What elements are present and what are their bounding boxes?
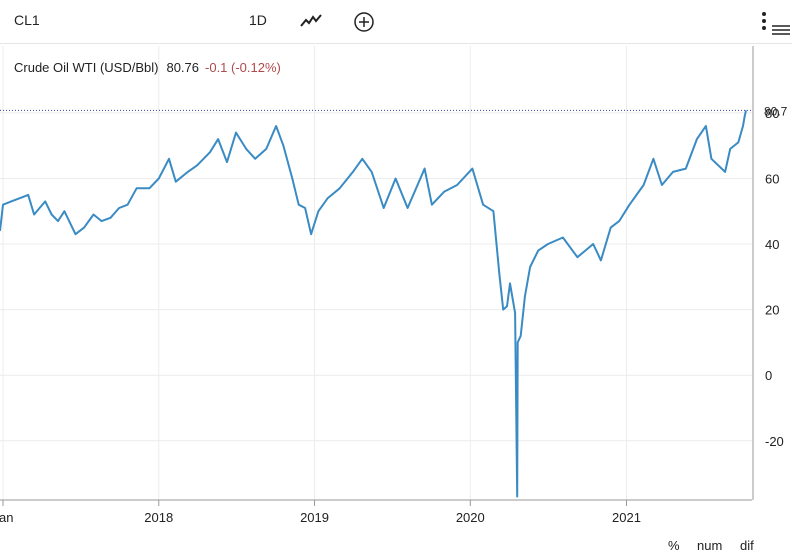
y-tick-label: 0: [765, 368, 772, 383]
y-tick-label: 80: [765, 106, 779, 121]
x-tick-label: 2018: [144, 510, 173, 525]
instrument-info: Crude Oil WTI (USD/Bbl) 80.76 -0.1 (-0.12%…: [14, 60, 281, 75]
last-price-line: 80.7: [0, 104, 788, 118]
grid: [0, 46, 752, 500]
price-line: [0, 110, 747, 498]
price-series: [0, 110, 747, 498]
menu-icon[interactable]: [760, 10, 790, 41]
dif-toggle[interactable]: dif: [740, 538, 754, 553]
chart-toolbar: CL1 1D: [0, 0, 792, 44]
last-price-label: 80.7: [764, 104, 788, 118]
x-tick-label: 2021: [612, 510, 641, 525]
interval-button[interactable]: 1D: [249, 12, 267, 28]
last-price: 80.76: [166, 60, 200, 75]
x-tick-label: Jan: [0, 510, 13, 525]
plus-circle-icon[interactable]: [353, 11, 375, 38]
instrument-name: Crude Oil WTI (USD/Bbl): [14, 60, 159, 75]
y-tick-label: 20: [765, 303, 779, 318]
num-toggle[interactable]: num: [697, 538, 723, 553]
line-chart-icon[interactable]: [300, 13, 322, 34]
symbol-label[interactable]: CL1: [14, 12, 40, 28]
axes: -20 0 20 40 60 80 Jan 2018 2019 2020 2021: [0, 46, 784, 525]
y-tick-label: 60: [765, 171, 779, 186]
x-tick-label: 2019: [300, 510, 329, 525]
price-chart[interactable]: 80.7 -20 0 20 40 60 80 Jan 2018 2019 2020 2021: [0, 0, 792, 534]
y-tick-label: 40: [765, 237, 779, 252]
price-change: -0.1 (-0.12%): [205, 60, 281, 75]
y-tick-label: -20: [765, 434, 784, 449]
percent-toggle[interactable]: %: [668, 538, 680, 553]
x-tick-label: 2020: [456, 510, 485, 525]
